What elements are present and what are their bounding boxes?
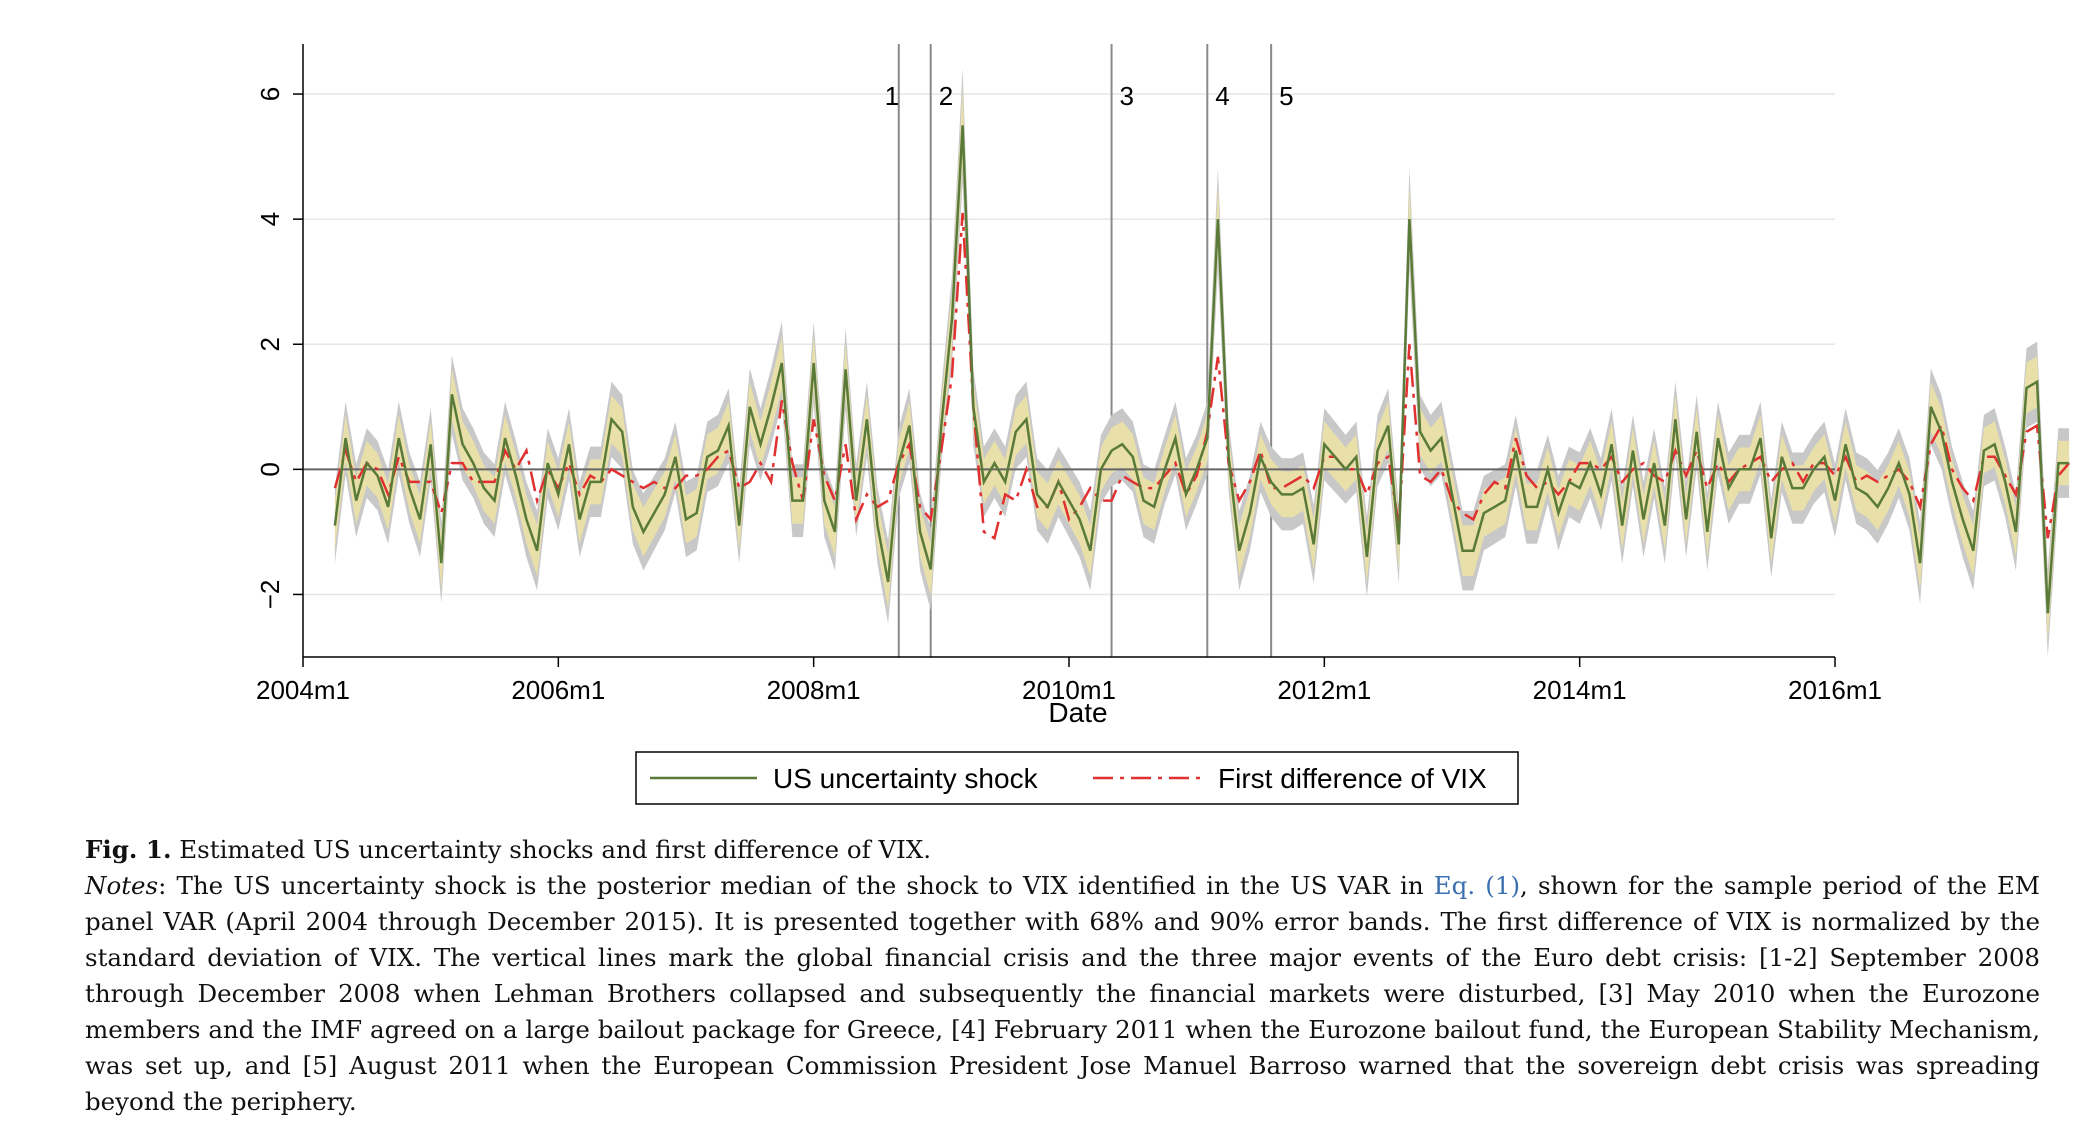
y-tick-label: 4 [255, 212, 285, 226]
series-line-us-uncertainty-shock [333, 125, 2070, 614]
event-label: 2 [939, 81, 953, 111]
notes-text-part1: : The US uncertainty shock is the poster… [158, 871, 1434, 900]
y-tick-label: 2 [255, 337, 285, 351]
legend: US uncertainty shock First difference of… [635, 751, 1519, 805]
event-label: 1 [885, 81, 899, 111]
x-tick-label: 2012m1 [1277, 675, 1371, 705]
legend-label-first-difference-of-vix: First difference of VIX [1218, 763, 1487, 794]
event-label: 4 [1215, 81, 1229, 111]
error-band-90 [334, 68, 2070, 658]
equation-link[interactable]: Eq. (1) [1433, 871, 1521, 900]
x-tick-label: 2004m1 [256, 675, 350, 705]
x-axis-title: Date [1048, 697, 1107, 728]
event-label: 3 [1120, 81, 1134, 111]
event-label: 5 [1279, 81, 1293, 111]
figure-label: Fig. 1. [85, 835, 172, 864]
figure: 1 2 3 4 5 −2 0 2 4 6 2004m1 2006m1 2008m1 2010m1 2012… [255, 44, 2071, 805]
notes-label: Notes [85, 871, 159, 900]
y-tick-label: 6 [255, 87, 285, 101]
x-tick-label: 2010m1 [1022, 675, 1116, 705]
x-tick-label: 2006m1 [511, 675, 605, 705]
error-band-68 [334, 89, 2070, 642]
notes-text-part2: , shown for the sample period of the EM … [85, 871, 2040, 1116]
legend-label-us-uncertainty-shock: US uncertainty shock [773, 763, 1039, 794]
y-tick-label: −2 [255, 580, 285, 610]
figure-title: Estimated US uncertainty shocks and firs… [179, 835, 932, 864]
line-chart: 1 2 3 4 5 −2 0 2 4 6 2004m1 2006m1 2008m1 2010m1 2012… [255, 44, 2071, 805]
legend-box [635, 751, 1519, 805]
y-tick-label: 0 [255, 462, 285, 476]
x-tick-label: 2016m1 [1788, 675, 1882, 705]
x-tick-label: 2014m1 [1533, 675, 1627, 705]
figure-caption: Fig. 1. Estimated US uncertainty shocks … [85, 832, 2040, 1120]
x-tick-label: 2008m1 [767, 675, 861, 705]
